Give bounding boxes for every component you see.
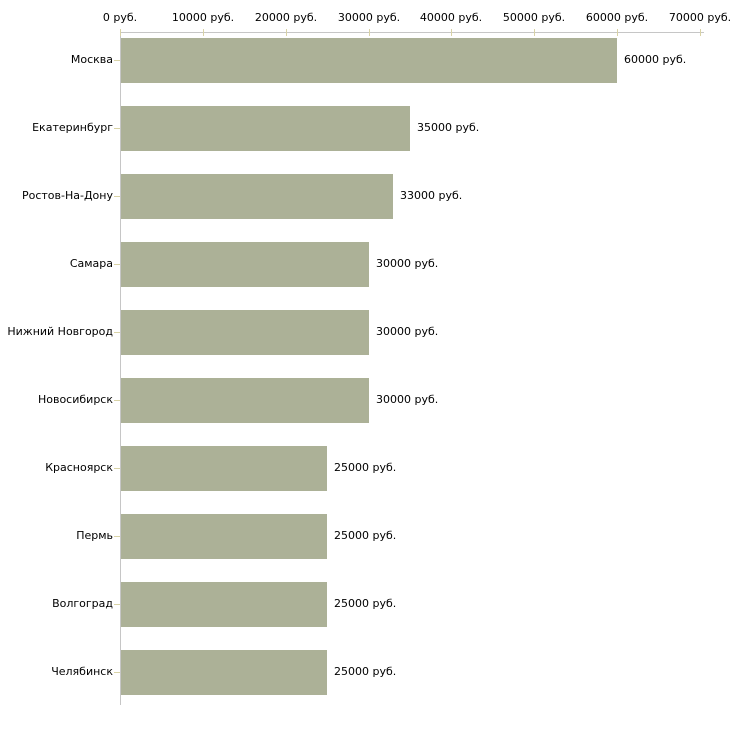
x-tick-label: 40000 руб.	[419, 11, 483, 24]
x-tick-mark	[203, 29, 204, 36]
bar	[121, 106, 410, 151]
bar	[121, 582, 327, 627]
value-label: 25000 руб.	[334, 665, 397, 678]
bar	[121, 446, 327, 491]
category-label: Волгоград	[52, 597, 113, 610]
bar	[121, 650, 327, 695]
value-label: 25000 руб.	[334, 529, 397, 542]
category-label: Пермь	[76, 529, 113, 542]
category-tick-mark	[114, 332, 120, 333]
category-label: Самара	[69, 257, 113, 270]
bar	[121, 38, 617, 83]
x-tick-mark	[451, 29, 452, 36]
value-label: 25000 руб.	[334, 597, 397, 610]
category-tick-mark	[114, 128, 120, 129]
category-tick-mark	[114, 536, 120, 537]
category-tick-mark	[114, 196, 120, 197]
category-label: Екатеринбург	[32, 121, 113, 134]
category-tick-mark	[114, 60, 120, 61]
x-tick-mark	[286, 29, 287, 36]
y-axis-line	[120, 32, 121, 705]
value-label: 35000 руб.	[417, 121, 480, 134]
x-tick-mark	[700, 29, 701, 36]
category-tick-mark	[114, 264, 120, 265]
x-tick-mark	[534, 29, 535, 36]
bar	[121, 242, 369, 287]
value-label: 30000 руб.	[376, 257, 439, 270]
bar	[121, 514, 327, 559]
value-label: 30000 руб.	[376, 393, 439, 406]
category-tick-mark	[114, 400, 120, 401]
category-tick-mark	[114, 604, 120, 605]
x-tick-label: 10000 руб.	[171, 11, 235, 24]
x-tick-label: 30000 руб.	[337, 11, 401, 24]
value-label: 25000 руб.	[334, 461, 397, 474]
bar	[121, 378, 369, 423]
bar	[121, 310, 369, 355]
value-label: 33000 руб.	[400, 189, 463, 202]
x-tick-mark	[617, 29, 618, 36]
x-tick-mark	[369, 29, 370, 36]
x-tick-mark	[120, 29, 121, 36]
x-tick-label: 20000 руб.	[254, 11, 318, 24]
category-label: Новосибирск	[37, 393, 113, 406]
category-label: Москва	[70, 53, 113, 66]
bar	[121, 174, 393, 219]
x-tick-label: 70000 руб.	[668, 11, 730, 24]
category-tick-mark	[114, 672, 120, 673]
category-label: Нижний Новгород	[7, 325, 113, 338]
x-axis-line	[120, 32, 704, 33]
category-tick-mark	[114, 468, 120, 469]
category-label: Челябинск	[51, 665, 113, 678]
value-label: 30000 руб.	[376, 325, 439, 338]
category-label: Красноярск	[45, 461, 113, 474]
x-tick-label: 0 руб.	[102, 11, 138, 24]
category-label: Ростов-На-Дону	[21, 189, 113, 202]
value-label: 60000 руб.	[624, 53, 687, 66]
x-tick-label: 50000 руб.	[502, 11, 566, 24]
x-tick-label: 60000 руб.	[585, 11, 649, 24]
